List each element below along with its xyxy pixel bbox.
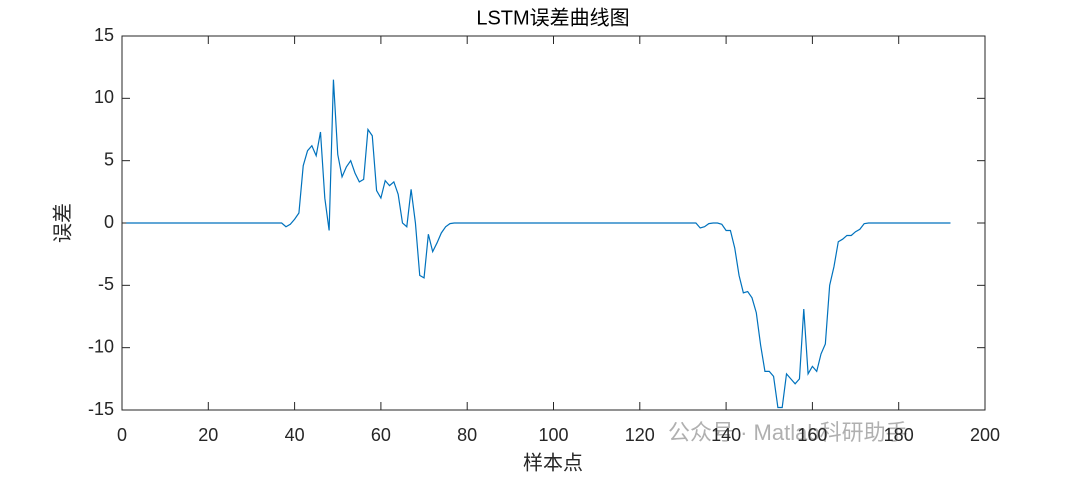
- x-axis-label: 样本点: [523, 451, 583, 474]
- chart-title: LSTM误差曲线图: [476, 6, 629, 29]
- y-tick-label: -10: [88, 336, 114, 356]
- x-tick-label: 60: [371, 425, 391, 445]
- data-line: [126, 79, 951, 409]
- x-tick-label: 200: [970, 425, 1000, 445]
- y-tick-label: -5: [98, 274, 114, 294]
- x-tick-label: 40: [285, 425, 305, 445]
- x-tick-label: 0: [117, 425, 127, 445]
- x-tick-label: 100: [538, 425, 568, 445]
- y-tick-label: 10: [94, 87, 114, 107]
- x-tick-label: 180: [884, 425, 914, 445]
- watermark: 公众号 · Matlab科研助手: [668, 420, 908, 445]
- y-tick-label: 15: [94, 25, 114, 45]
- y-tick-label: 5: [104, 149, 114, 169]
- y-axis-label: 误差: [51, 203, 74, 243]
- x-tick-label: 140: [711, 425, 741, 445]
- y-tick-label: 0: [104, 212, 114, 232]
- x-tick-label: 160: [797, 425, 827, 445]
- x-tick-label: 80: [457, 425, 477, 445]
- y-tick-label: -15: [88, 399, 114, 419]
- x-tick-label: 20: [198, 425, 218, 445]
- x-tick-label: 120: [625, 425, 655, 445]
